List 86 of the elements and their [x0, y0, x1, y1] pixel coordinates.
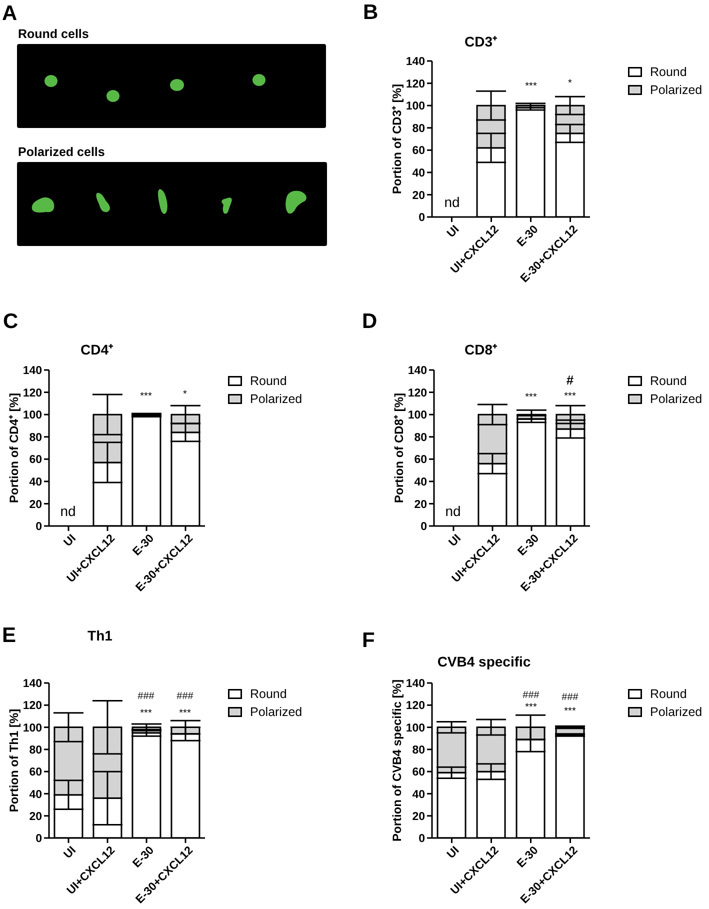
legend-label: Polarized — [250, 705, 302, 719]
y-tick-label: 20 — [412, 810, 425, 823]
legend-label: Round — [650, 65, 687, 79]
y-tick-label: 40 — [412, 168, 425, 180]
y-tick-label: 100 — [408, 410, 427, 422]
annotation: * — [183, 389, 187, 400]
legend-label: Polarized — [250, 392, 302, 406]
y-tick-label: 0 — [36, 521, 42, 534]
y-tick-label: 20 — [29, 498, 42, 511]
y-tick-label: 140 — [22, 365, 42, 378]
annotation: ### — [176, 691, 194, 702]
chart-title: CVB4 specific — [437, 653, 531, 670]
annotation: *** — [179, 708, 191, 719]
chart-title: CD4⁺ — [80, 341, 114, 358]
y-tick-label: 100 — [406, 722, 425, 734]
text: Polarized cells — [18, 145, 105, 160]
y-tick-label: 120 — [22, 387, 42, 400]
annotation: nd — [445, 503, 461, 519]
legend-label: Polarized — [650, 83, 702, 97]
annotation: *** — [140, 708, 152, 719]
annotation: *** — [140, 391, 152, 402]
annotation: *** — [564, 391, 576, 402]
y-tick-label: 40 — [412, 788, 425, 801]
y-tick-label: 40 — [29, 788, 42, 801]
chart-title: CD3⁺ — [464, 33, 498, 50]
y-tick-label: 20 — [414, 498, 427, 511]
y-tick-label: 100 — [22, 722, 42, 734]
y-tick-label: 120 — [408, 387, 427, 400]
y-tick-label: 120 — [406, 700, 425, 712]
annotation: ### — [138, 691, 154, 702]
y-tick-label: 0 — [418, 212, 425, 224]
y-tick-label: 0 — [420, 521, 427, 534]
annotation: *** — [525, 81, 537, 92]
chart-title: Th1 — [88, 627, 112, 644]
y-tick-label: 60 — [29, 454, 42, 466]
y-tick-label: 0 — [36, 833, 42, 846]
y-tick-label: 60 — [412, 145, 425, 158]
y-tick-label: 140 — [408, 365, 427, 378]
y-tick-label: 80 — [29, 744, 42, 757]
y-tick-label: 140 — [22, 678, 42, 690]
y-axis-title: Portion of CVB4 specific [%] — [390, 679, 404, 842]
y-tick-label: 40 — [29, 476, 42, 489]
chart-title: CD8⁺ — [464, 341, 498, 358]
y-axis-title: Portion of CD3⁺ [%] — [390, 84, 404, 194]
text: D — [362, 310, 378, 333]
y-axis-title: Portion of CD4⁺ [%] — [7, 393, 21, 503]
text: F — [362, 629, 375, 652]
annotation: ### — [562, 692, 578, 703]
legend-label: Round — [250, 374, 287, 388]
text: E — [2, 624, 16, 647]
y-tick-label: 100 — [22, 410, 42, 422]
y-tick-label: 60 — [29, 766, 42, 779]
annotation: nd — [60, 503, 76, 519]
y-axis-title: Portion of CD8⁺ [%] — [392, 393, 406, 503]
y-tick-label: 140 — [406, 56, 425, 68]
y-tick-label: 20 — [412, 190, 425, 202]
y-tick-label: 120 — [406, 78, 425, 90]
annotation: * — [568, 78, 572, 89]
text: A — [2, 2, 18, 25]
y-tick-label: 120 — [22, 700, 42, 712]
legend-label: Round — [650, 687, 687, 701]
annotation: *** — [525, 392, 537, 403]
y-tick-label: 80 — [29, 432, 42, 444]
annotation: *** — [525, 702, 537, 713]
y-tick-label: 140 — [406, 678, 425, 690]
text: C — [3, 310, 18, 333]
y-tick-label: 0 — [418, 833, 425, 846]
y-tick-label: 60 — [412, 766, 425, 779]
y-tick-label: 20 — [29, 810, 42, 823]
text: Round cells — [18, 27, 89, 42]
annotation: ### — [522, 690, 540, 701]
annotation: *** — [564, 706, 576, 717]
y-tick-label: 80 — [412, 122, 425, 135]
annotation: # — [566, 372, 574, 388]
annotation: nd — [444, 194, 460, 210]
legend-label: Polarized — [650, 392, 702, 406]
text: B — [363, 1, 378, 24]
legend-label: Round — [650, 374, 687, 388]
legend-label: Round — [250, 687, 287, 701]
y-tick-label: 80 — [414, 432, 427, 444]
legend-label: Polarized — [650, 705, 702, 719]
y-tick-label: 60 — [414, 454, 427, 466]
y-tick-label: 40 — [414, 476, 427, 489]
y-axis-title: Portion of Th1 [%] — [7, 708, 21, 812]
y-tick-label: 80 — [412, 744, 425, 757]
y-tick-label: 100 — [406, 100, 425, 113]
